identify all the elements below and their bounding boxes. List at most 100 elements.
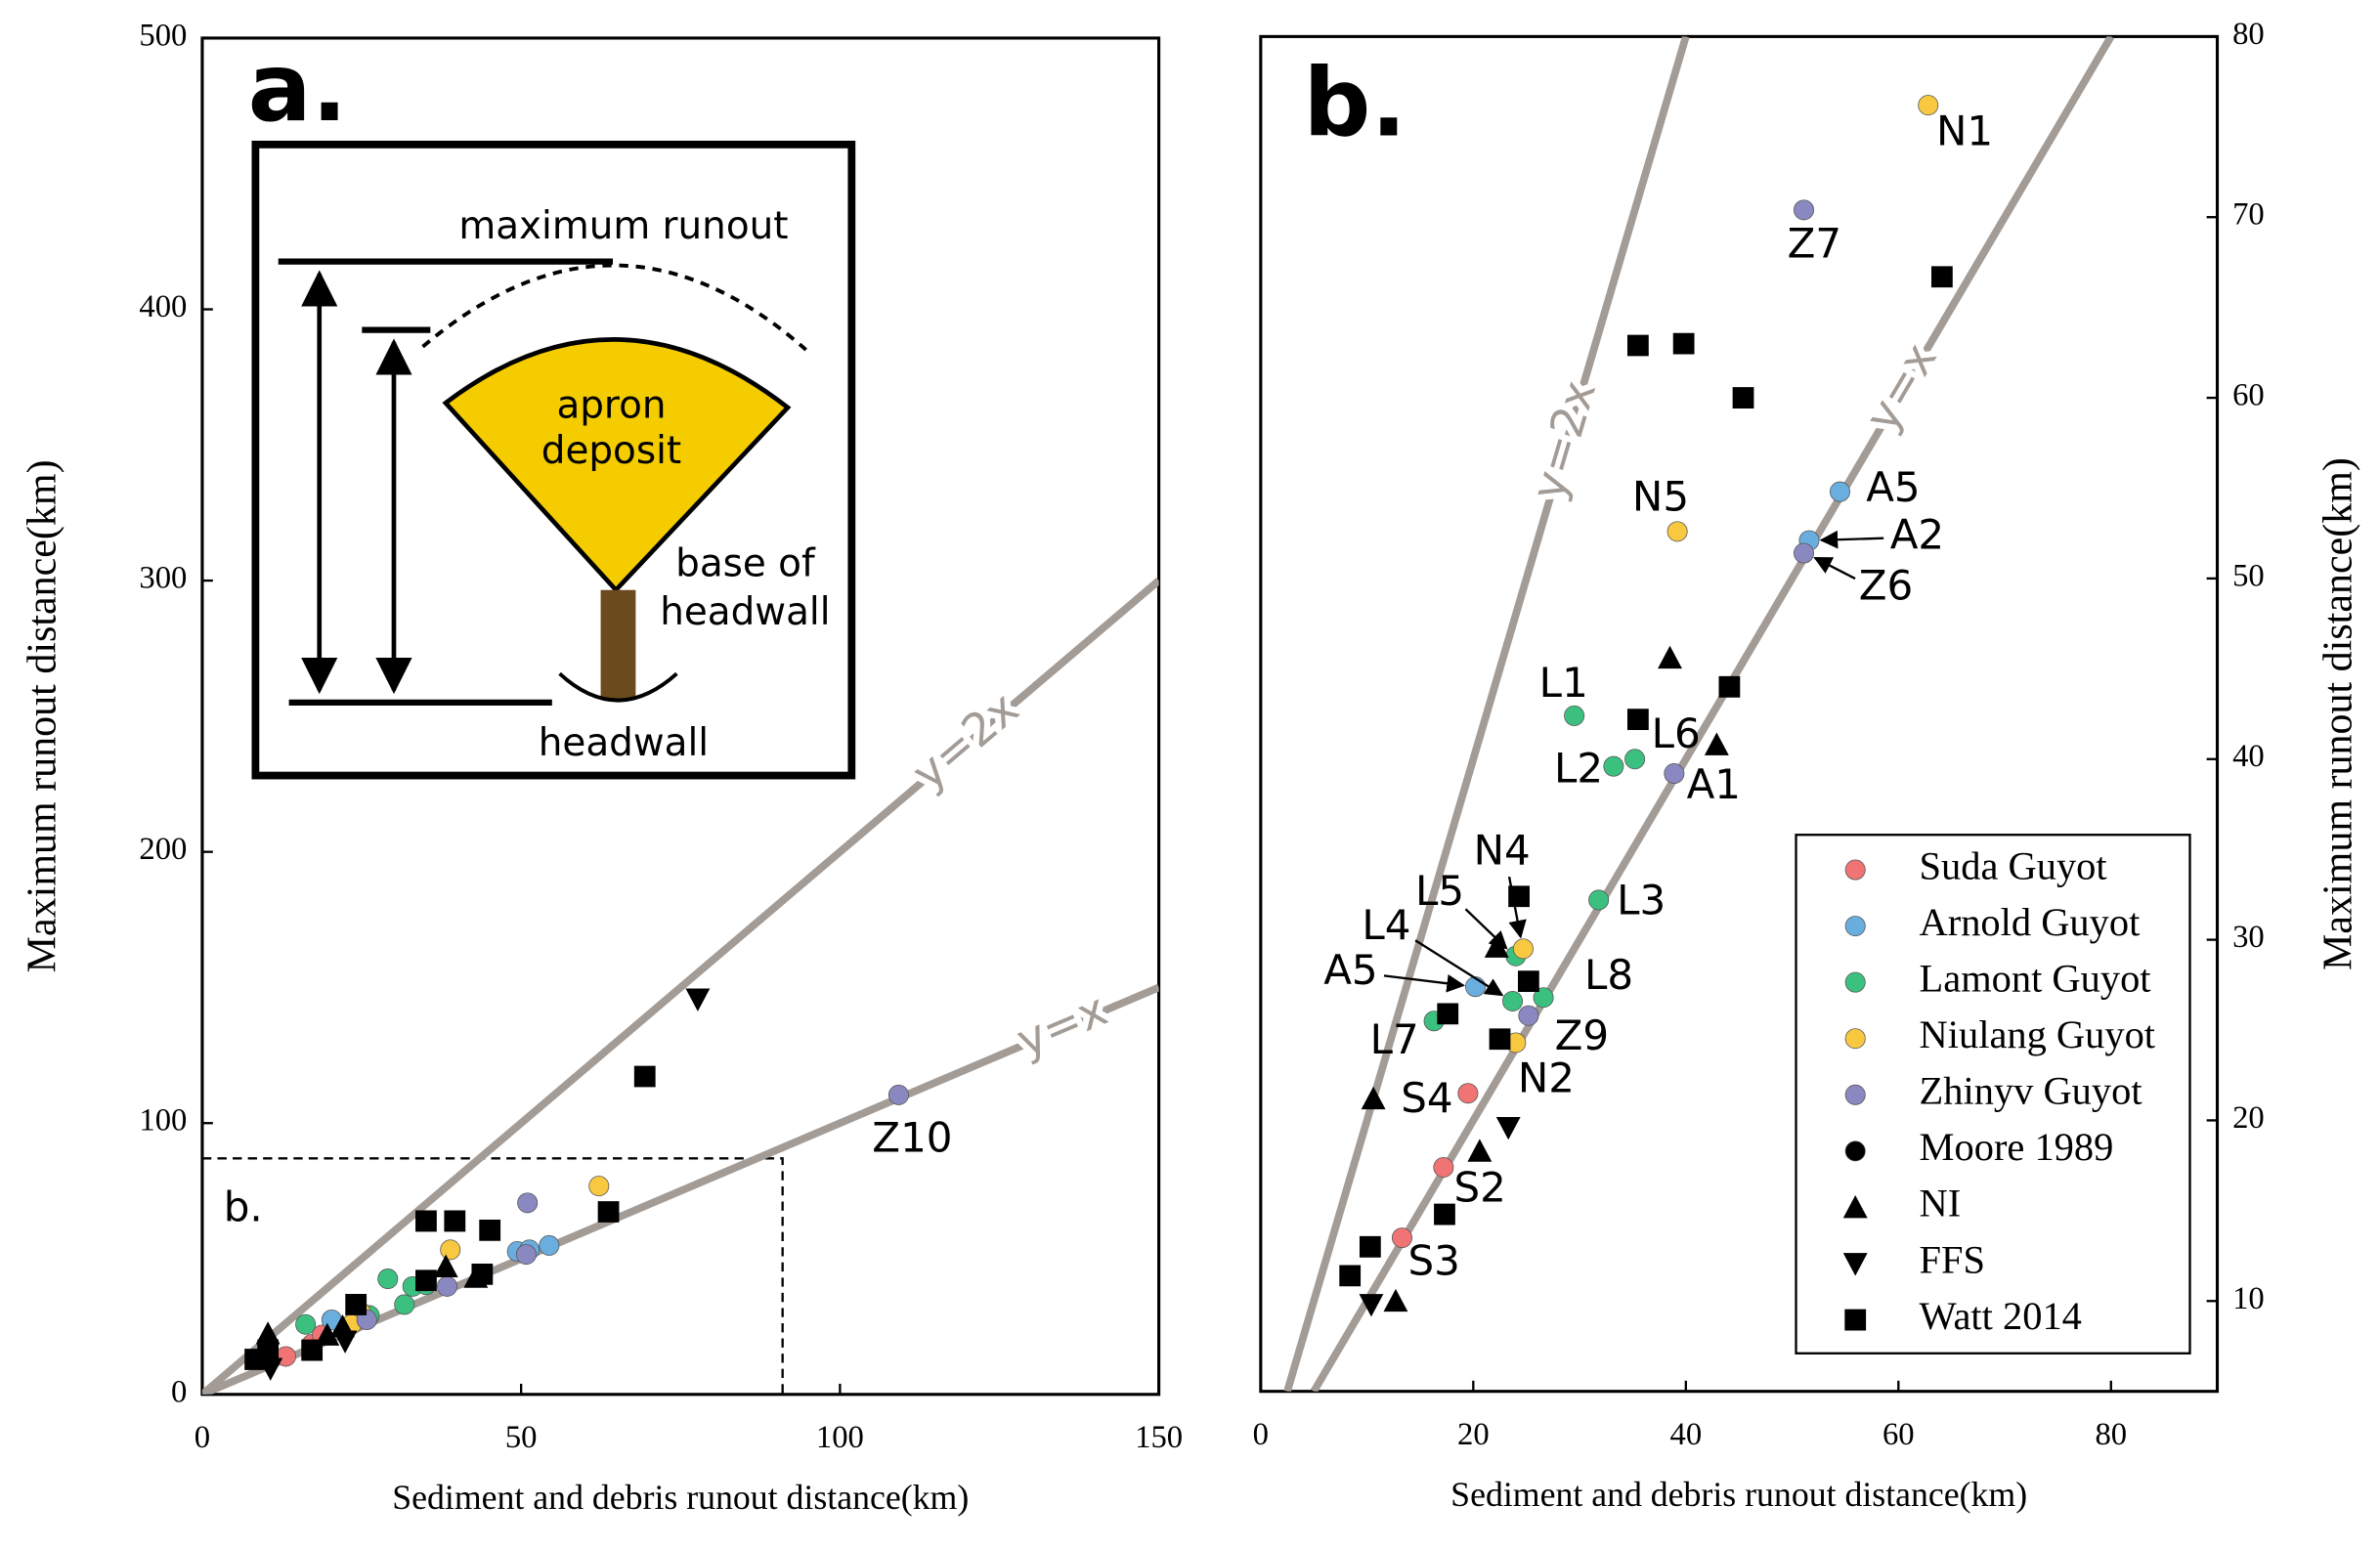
legend-marker [1844,1028,1866,1050]
point [588,1176,610,1197]
inset-label: apron [556,384,666,428]
legend-marker [1844,1140,1866,1162]
x-axis-title: Sediment and debris runout distance(km) [392,1478,969,1517]
legend-label: Arnold Guyot [1920,900,2141,944]
y-axis-title: Maximum runout distance(km) [20,459,65,972]
point [1588,889,1610,911]
point [1704,732,1729,755]
point [1794,199,1815,221]
legend-marker [1844,1084,1866,1105]
zoom-box [201,1157,784,1395]
x-tick-label: 50 [505,1420,538,1455]
point-label: Z7 [1788,220,1842,268]
point [887,1084,909,1105]
point [295,1313,317,1335]
point-label: S4 [1401,1074,1452,1122]
point-label: L1 [1539,659,1588,707]
point-label: N5 [1632,473,1689,521]
point [332,1330,358,1354]
reference-line [201,578,1159,1395]
point-label: A2 [1890,510,1944,558]
point [415,1210,437,1232]
y-tick-label: 80 [2232,17,2265,52]
point-label: L8 [1584,951,1633,999]
point [255,1321,281,1345]
y-tick-label: 300 [139,561,187,596]
x-tick-label: 0 [195,1420,210,1455]
x-tick-label: 40 [1669,1417,1702,1452]
point-label: Z6 [1859,561,1914,609]
legend-label: FFS [1920,1237,1985,1281]
point [1533,987,1554,1009]
point [433,1254,458,1277]
point [257,1339,280,1361]
point [1794,542,1815,564]
point-label: N1 [1936,108,1993,155]
panel-label: b. [1303,47,1406,157]
point [1467,1139,1493,1162]
point [1518,1005,1539,1026]
point [1502,990,1524,1011]
y-tick-label: 70 [2232,197,2265,233]
label-arrow [1414,939,1504,997]
point [1434,1203,1455,1226]
point [515,1244,537,1266]
point [1433,1156,1454,1178]
point [1339,1265,1362,1287]
point [479,1219,501,1241]
x-tick-label: 20 [1457,1417,1490,1452]
point [539,1234,560,1256]
point [1732,387,1754,408]
legend-marker [1844,971,1866,993]
point [1930,266,1953,288]
y-tick-label: 500 [139,18,187,53]
point-label: S2 [1454,1163,1506,1211]
headwall-stem [600,589,636,700]
x-axis-title: Sediment and debris runout distance(km) [1450,1475,2027,1514]
point [444,1210,466,1232]
y-tick-label: 100 [139,1103,187,1139]
legend-label: Moore 1989 [1920,1125,2114,1169]
point-label: N2 [1518,1054,1575,1101]
point [1624,749,1646,770]
point [1495,1116,1521,1140]
point [1918,95,1939,116]
point [440,1239,461,1261]
headwall-base [558,671,678,703]
point-label: N4 [1474,826,1531,874]
plot-frame [1259,34,2220,1394]
point [1666,521,1688,542]
point [517,1192,539,1214]
point [1437,1003,1459,1025]
point [1484,934,1509,958]
label-arrow [1819,530,1884,549]
point [471,1263,494,1285]
point [1658,645,1682,669]
point [1457,1083,1479,1104]
label-arrow [1383,973,1465,993]
point [1664,763,1685,785]
legend-marker [1844,1309,1867,1331]
point-label: L6 [1652,710,1701,757]
x-tick-label: 0 [1253,1417,1269,1452]
y-tick-label: 200 [139,832,187,867]
point [597,1201,620,1223]
point [1383,1288,1408,1312]
legend-label: Lamont Guyot [1920,956,2151,1000]
point-label: A5 [1323,946,1377,994]
x-tick-label: 60 [1882,1417,1915,1452]
y-tick-label: 0 [171,1374,187,1409]
point [415,1269,437,1292]
point [1564,705,1585,726]
legend-marker [1842,1253,1868,1276]
point [1626,334,1649,357]
point [1359,1235,1381,1258]
point [685,988,711,1011]
point [1391,1227,1412,1249]
point [1512,938,1534,960]
legend-marker [1844,916,1866,937]
point [633,1065,656,1088]
point [1361,1086,1386,1110]
point [1508,885,1530,908]
